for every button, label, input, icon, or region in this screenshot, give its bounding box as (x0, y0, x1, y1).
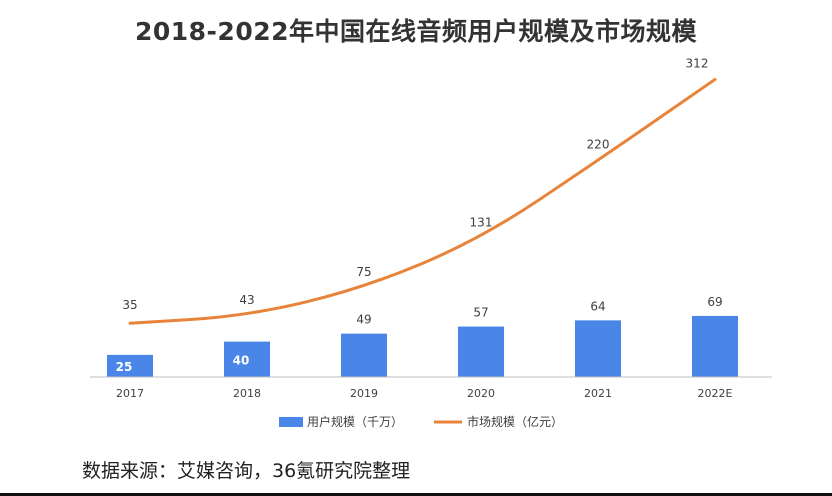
bar-value-label-2018: 40 (233, 353, 250, 367)
x-tick-label-2022E: 2022E (698, 387, 733, 400)
line-value-label-2017: 35 (122, 298, 137, 312)
bar-value-label-2020: 57 (473, 306, 488, 320)
line-path-market-size (128, 77, 717, 325)
x-tick-label-2017: 2017 (116, 387, 144, 400)
line-series: 35 43 75 131 220 312 (122, 56, 717, 325)
bar-2021 (575, 320, 621, 377)
bar-value-label-2019: 49 (356, 313, 371, 327)
bar-2022E (692, 315, 738, 377)
line-value-label-2020: 131 (470, 216, 493, 230)
bar-2017 (107, 354, 153, 377)
x-tick-label-2021: 2021 (584, 387, 612, 400)
bar-value-label-2021: 64 (590, 299, 605, 313)
bar-value-label-2022E: 69 (707, 295, 722, 309)
chart-title: 2018-2022年中国在线音频用户规模及市场规模 (134, 17, 698, 46)
line-value-label-2019: 75 (356, 265, 371, 279)
x-tick-label-2019: 2019 (350, 387, 378, 400)
line-value-label-2018: 43 (239, 293, 254, 307)
legend: 用户规模（千万） 市场规模（亿元） (279, 414, 563, 429)
line-value-label-2022E: 312 (686, 56, 709, 70)
legend-swatch-user-scale (279, 417, 303, 427)
bar-2019 (341, 333, 387, 377)
bar-2020 (458, 326, 504, 377)
line-value-label-2021: 220 (587, 137, 610, 151)
category-labels: 2017 2018 2019 2020 2021 2022E (116, 387, 733, 400)
source-note: 数据来源：艾媒咨询，36氪研究院整理 (82, 460, 411, 482)
bar-series: 25 40 49 57 64 69 (107, 295, 738, 377)
bar-value-label-2017: 25 (116, 360, 133, 374)
x-tick-label-2020: 2020 (467, 387, 495, 400)
x-tick-label-2018: 2018 (233, 387, 261, 400)
legend-label-user-scale: 用户规模（千万） (307, 414, 403, 429)
bottom-divider (0, 493, 832, 496)
legend-label-market-scale: 市场规模（亿元） (467, 414, 563, 429)
bar-2018 (224, 341, 270, 377)
